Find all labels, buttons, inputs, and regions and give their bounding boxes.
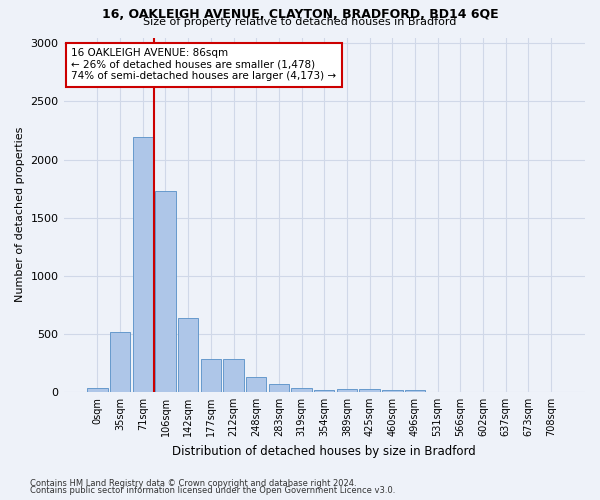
Text: Contains public sector information licensed under the Open Government Licence v3: Contains public sector information licen… [30,486,395,495]
X-axis label: Distribution of detached houses by size in Bradford: Distribution of detached houses by size … [172,444,476,458]
Bar [382,390,403,392]
Bar [292,388,312,392]
Text: Contains HM Land Registry data © Crown copyright and database right 2024.: Contains HM Land Registry data © Crown c… [30,478,356,488]
Bar [405,390,425,392]
Bar [87,388,107,392]
Y-axis label: Number of detached properties: Number of detached properties [15,127,25,302]
Bar [178,318,199,392]
Bar [269,384,289,392]
Text: Size of property relative to detached houses in Bradford: Size of property relative to detached ho… [143,17,457,27]
Bar [314,390,334,392]
Bar [246,377,266,392]
Bar [359,389,380,392]
Bar [133,138,153,392]
Bar [110,332,130,392]
Bar [337,389,357,392]
Text: 16 OAKLEIGH AVENUE: 86sqm
← 26% of detached houses are smaller (1,478)
74% of se: 16 OAKLEIGH AVENUE: 86sqm ← 26% of detac… [71,48,337,82]
Bar [200,360,221,392]
Bar [223,360,244,392]
Text: 16, OAKLEIGH AVENUE, CLAYTON, BRADFORD, BD14 6QE: 16, OAKLEIGH AVENUE, CLAYTON, BRADFORD, … [101,8,499,20]
Bar [155,191,176,392]
